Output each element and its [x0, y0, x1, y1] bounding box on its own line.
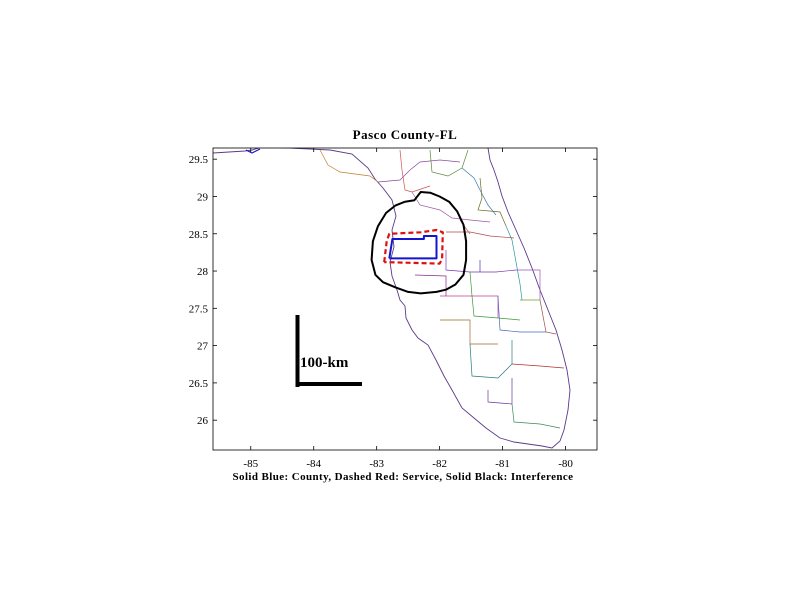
x-tick-label: -83 [369, 458, 384, 470]
y-tick-label: 27.5 [189, 303, 209, 315]
y-tick-label: 28.5 [189, 229, 209, 241]
map-layers [213, 148, 571, 449]
map-title: Pasco County-FL [353, 127, 458, 142]
district-boundaries [319, 149, 565, 429]
x-tick-label: -81 [495, 458, 510, 470]
plot-area [213, 148, 597, 450]
x-tick-label: -84 [306, 458, 321, 470]
county-boundary [388, 235, 438, 260]
x-tick-label: -85 [243, 458, 258, 470]
map-caption: Solid Blue: County, Dashed Red: Service,… [233, 471, 574, 483]
florida-coastline [213, 148, 571, 449]
scale-bar-label: 100-km [300, 355, 349, 371]
service-contour [383, 228, 444, 265]
x-tick-label: -80 [558, 458, 573, 470]
y-tick-label: 29 [197, 191, 209, 203]
interference-contour [370, 191, 468, 295]
st-george-island [245, 148, 261, 154]
x-axis: -85 -84 -83 -82 -81 -80 [243, 148, 573, 470]
x-tick-label: -82 [432, 458, 447, 470]
y-tick-label: 28 [197, 266, 209, 278]
y-tick-label: 26.5 [189, 378, 209, 390]
y-axis: 29.5 29 28.5 28 27.5 27 26.5 26 [189, 154, 597, 427]
scale-bar: 100-km [295, 315, 362, 387]
plot-frame [212, 147, 598, 451]
y-tick-label: 27 [197, 341, 209, 353]
coverage-overlays [370, 191, 468, 295]
y-tick-label: 26 [197, 415, 209, 427]
y-tick-label: 29.5 [189, 154, 209, 166]
